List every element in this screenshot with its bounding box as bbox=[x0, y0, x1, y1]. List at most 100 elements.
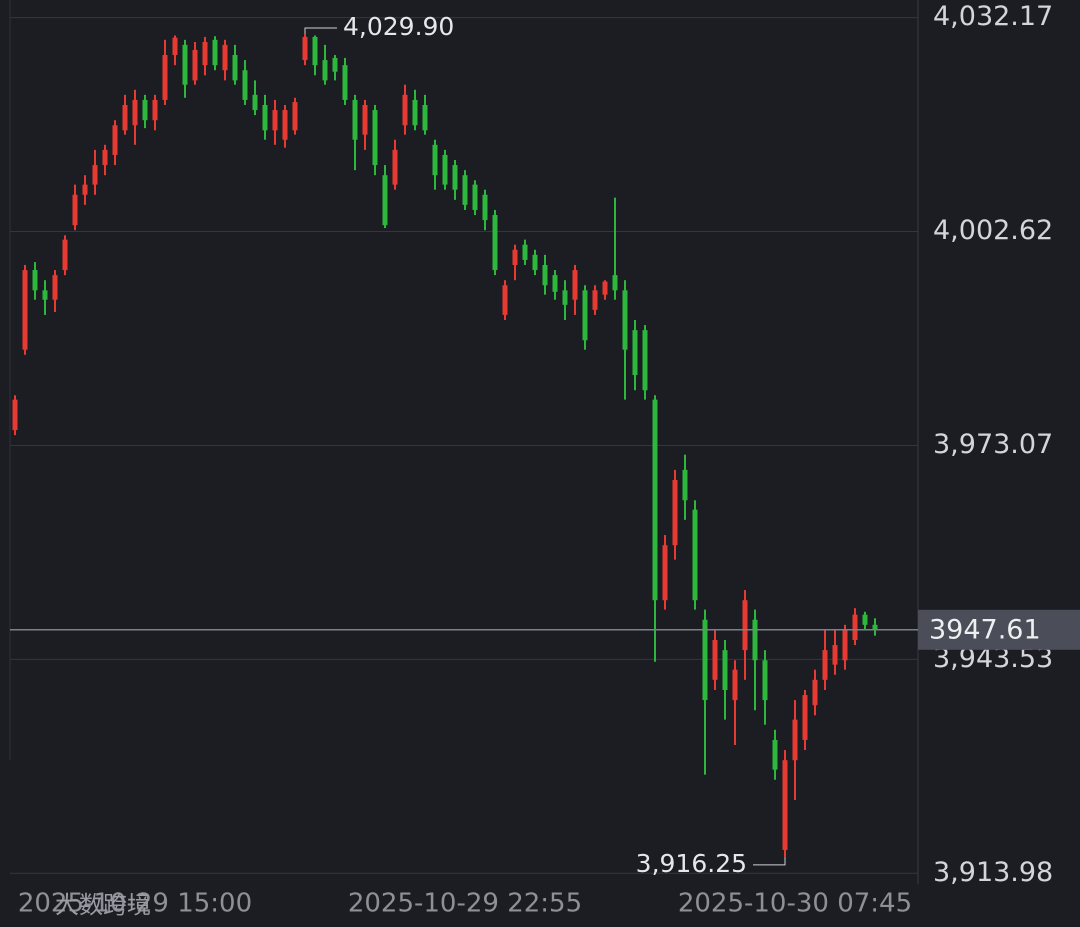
candle-body bbox=[672, 480, 678, 546]
candle-body bbox=[862, 614, 868, 625]
candle-body bbox=[502, 285, 508, 315]
candle-body bbox=[412, 99, 418, 126]
candle-body bbox=[172, 37, 178, 56]
candle-body bbox=[242, 70, 248, 100]
candle-body bbox=[732, 669, 738, 701]
candle-body bbox=[762, 660, 768, 701]
candle-body bbox=[102, 149, 108, 166]
candle-body bbox=[12, 399, 18, 431]
candle-body bbox=[772, 739, 778, 770]
candle-body bbox=[562, 290, 568, 305]
candle-body bbox=[702, 619, 708, 701]
candle-body bbox=[692, 509, 698, 601]
candle-body bbox=[422, 104, 428, 131]
candle-body bbox=[642, 330, 648, 391]
y-tick-label: 4,002.62 bbox=[933, 215, 1053, 246]
low-leader bbox=[753, 856, 786, 866]
candle-body bbox=[262, 104, 268, 131]
candle-body bbox=[392, 149, 398, 185]
grid bbox=[10, 17, 918, 874]
candle-body bbox=[852, 614, 858, 641]
candle-body bbox=[352, 99, 358, 140]
high-label: 4,029.90 bbox=[343, 12, 454, 41]
candles bbox=[12, 34, 878, 857]
candle-body bbox=[192, 49, 198, 81]
candle-body bbox=[522, 244, 528, 260]
candle-body bbox=[312, 36, 318, 66]
candle-body bbox=[512, 249, 518, 265]
candle-body bbox=[552, 275, 558, 292]
labels: 4,032.174,002.623,973.073,943.533,913.98… bbox=[10, 1, 1080, 919]
candle-body bbox=[532, 254, 538, 271]
candle-body bbox=[232, 55, 238, 81]
candle-body bbox=[372, 110, 378, 166]
candle-body bbox=[632, 330, 638, 376]
candle-body bbox=[322, 60, 328, 81]
candle-body bbox=[472, 184, 478, 210]
candle-body bbox=[592, 290, 598, 310]
candle-body bbox=[462, 175, 468, 205]
candle-body bbox=[82, 184, 88, 195]
candle-body bbox=[402, 94, 408, 126]
x-tick-label: 2025-10-29 15:00 bbox=[18, 889, 252, 919]
candle-body bbox=[332, 57, 338, 72]
candle-body bbox=[712, 640, 718, 680]
candle-body bbox=[622, 290, 628, 350]
candle-body bbox=[62, 239, 68, 271]
candle-body bbox=[782, 760, 788, 850]
candle-body bbox=[92, 165, 98, 185]
candle-body bbox=[212, 39, 218, 66]
candle-body bbox=[112, 125, 118, 155]
candle-body bbox=[832, 645, 838, 665]
candle-body bbox=[662, 545, 668, 601]
candle-body bbox=[432, 144, 438, 176]
candle-body bbox=[302, 36, 308, 61]
candle-body bbox=[822, 650, 828, 680]
candle-body bbox=[482, 194, 488, 221]
candle-body bbox=[752, 619, 758, 661]
candle-body bbox=[802, 695, 808, 740]
candle-body bbox=[132, 99, 138, 126]
last-price-tag bbox=[918, 609, 1080, 650]
candle-body bbox=[812, 679, 818, 706]
candle-body bbox=[652, 399, 658, 601]
candle-body bbox=[272, 110, 278, 131]
candle-body bbox=[362, 104, 368, 135]
candle-body bbox=[72, 194, 78, 226]
candle-body bbox=[152, 99, 158, 121]
candle-body bbox=[582, 290, 588, 341]
candle-body bbox=[842, 629, 848, 661]
watermark: 大数跨境 bbox=[55, 891, 151, 919]
x-tick-label: 2025-10-29 22:55 bbox=[348, 889, 582, 919]
candle-body bbox=[342, 65, 348, 100]
y-tick-label: 3,913.98 bbox=[933, 857, 1053, 888]
candle-body bbox=[682, 469, 688, 501]
candle-body bbox=[202, 41, 208, 66]
candle-body bbox=[572, 270, 578, 300]
candle-body bbox=[252, 94, 258, 111]
candle-body bbox=[22, 270, 28, 350]
candle-body bbox=[722, 650, 728, 690]
candle-body bbox=[612, 275, 618, 291]
y-tick-label: 4,032.17 bbox=[933, 1, 1053, 32]
candle-body bbox=[742, 600, 748, 651]
candle-body bbox=[792, 719, 798, 761]
candle-body bbox=[602, 281, 608, 295]
candle-body bbox=[292, 102, 298, 131]
candle-body bbox=[32, 270, 38, 291]
candle-body bbox=[162, 55, 168, 100]
y-tick-label: 3,973.07 bbox=[933, 429, 1053, 460]
high-leader bbox=[304, 27, 337, 35]
candle-body bbox=[42, 290, 48, 300]
candle-body bbox=[142, 99, 148, 121]
low-label: 3,916.25 bbox=[636, 849, 747, 878]
candle-body bbox=[182, 44, 188, 85]
candle-body bbox=[52, 275, 58, 300]
candle-body bbox=[382, 175, 388, 226]
x-tick-label: 2025-10-30 07:45 bbox=[678, 889, 912, 919]
candle-body bbox=[222, 44, 228, 71]
candle-body bbox=[452, 165, 458, 190]
last-price-label: 3947.61 bbox=[929, 614, 1041, 645]
